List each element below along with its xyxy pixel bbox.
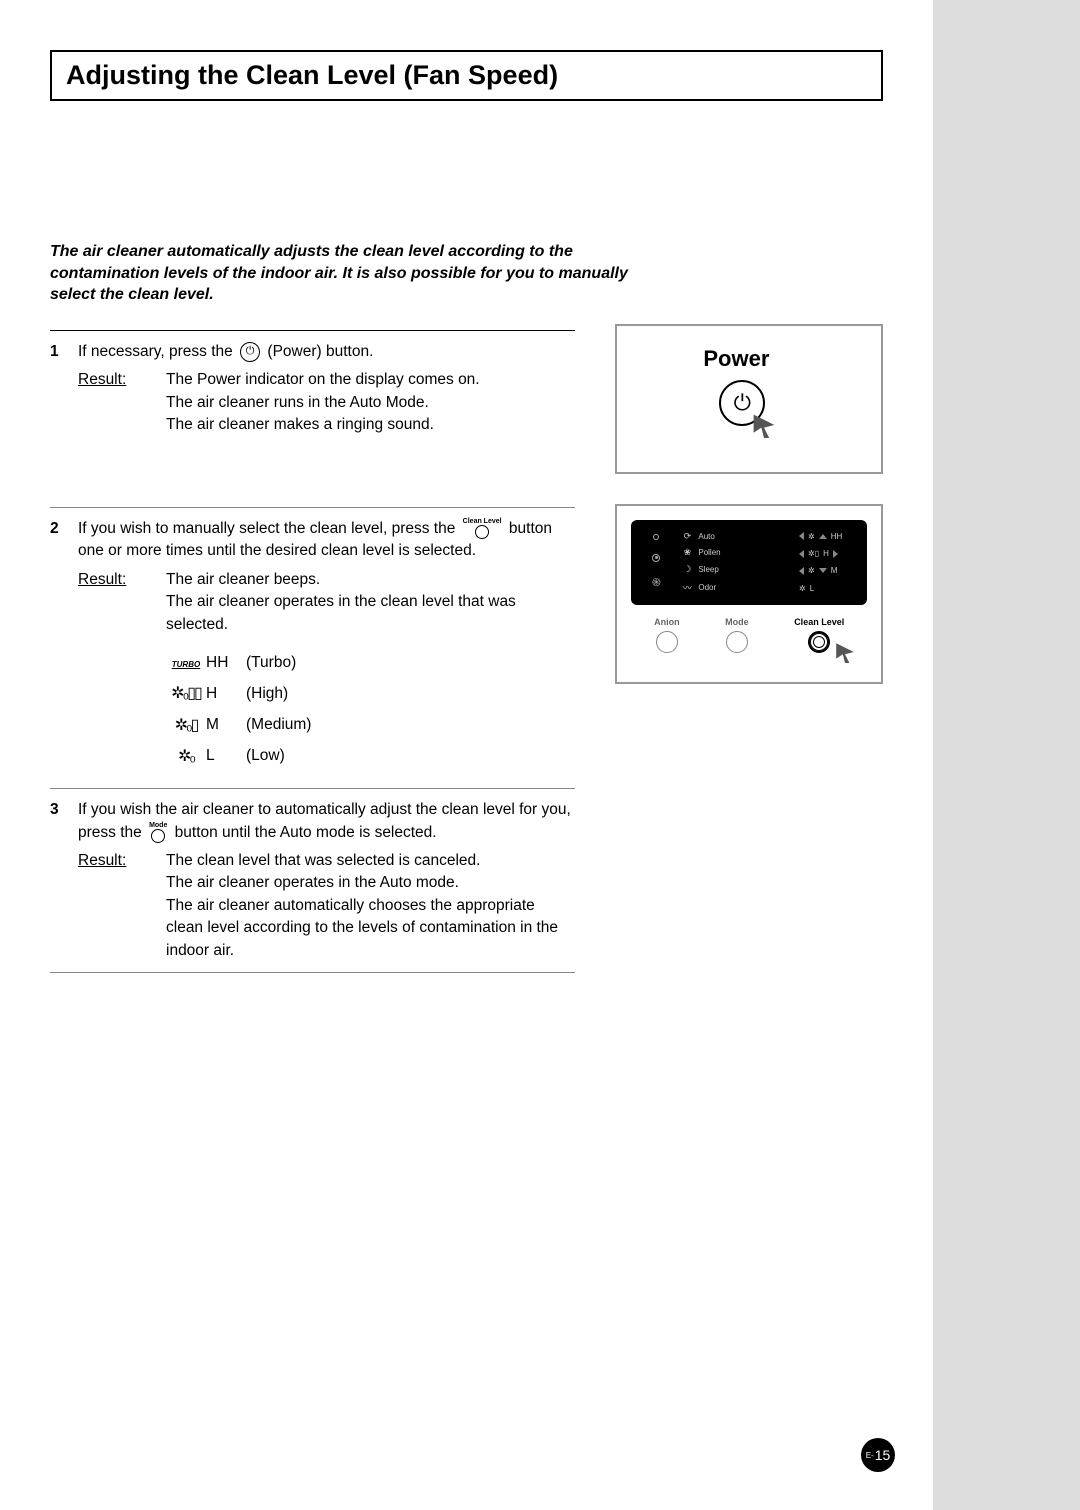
intro-text: The air cleaner automatically adjusts th… [50,241,670,306]
level-name: (Low) [246,745,285,767]
page-number: 15 [875,1447,891,1463]
level-row: ✲₀▯ M (Medium) [166,714,575,737]
line: The clean level that was selected is can… [166,850,575,872]
step-2: 2 If you wish to manually select the cle… [50,518,575,768]
level-code: L [206,745,246,767]
divider [50,972,575,973]
result-label: Result [78,569,166,636]
lvl: M [831,566,838,575]
panel-indicators: ֎ [641,528,671,597]
mode-label: Pollen [698,548,720,557]
line: The air cleaner runs in the Auto Mode. [166,392,575,414]
panel-illustration: ֎ ⟳ Auto ❀ Pollen ☽ Sleep 〰 Odor ✲ HH ✲▯ H ✲ M … [615,504,883,684]
target-icon [652,554,660,562]
step-body: If you wish to manually select the clean… [78,518,575,563]
mode-label: Sleep [698,565,718,574]
fan-icon: ✲ [799,584,806,593]
text: If you wish to manually select the clean… [78,520,460,537]
mode-button: Mode [725,617,749,653]
level-code: HH [206,652,246,674]
level-row: ✲₀▯▯ H (High) [166,682,575,705]
content-wrap: 1 If necessary, press the ⏻ (Power) butt… [50,324,883,984]
divider [50,788,575,789]
fan-icon: ✲₀▯▯ [166,682,206,705]
left-column: 1 If necessary, press the ⏻ (Power) butt… [50,324,575,984]
sleep-icon: ☽ [681,564,693,575]
dot-icon [653,534,659,540]
result-text: The air cleaner beeps. The air cleaner o… [166,569,575,636]
fan-icon: ✲₀ [166,745,206,768]
text: (Power) button. [267,343,373,360]
turbo-icon: TURBO [166,652,206,674]
power-button-graphic: ⏻ [719,380,765,426]
level-name: (High) [246,683,288,705]
step-number: 1 [50,341,78,363]
cursor-icon [834,641,856,663]
swirl-icon: ֎ [652,575,661,590]
fan-icon: ✲ [808,566,815,575]
auto-icon: ⟳ [681,531,693,542]
text: If necessary, press the [78,343,237,360]
step-1: 1 If necessary, press the ⏻ (Power) butt… [50,341,575,437]
control-panel: ֎ ⟳ Auto ❀ Pollen ☽ Sleep 〰 Odor ✲ HH ✲▯ H ✲ M … [631,520,867,605]
divider [50,330,575,331]
button-row: Anion Mode Clean Level [631,617,867,653]
level-name: (Turbo) [246,652,296,674]
step-number: 3 [50,799,78,844]
fan-levels: TURBO HH (Turbo) ✲₀▯▯ H (High) ✲₀▯ M (Me… [166,652,575,768]
panel-modes: ⟳ Auto ❀ Pollen ☽ Sleep 〰 Odor [681,528,789,597]
level-row: ✲₀ L (Low) [166,745,575,768]
power-illustration: Power ⏻ [615,324,883,474]
level-code: H [206,683,246,705]
line: The air cleaner beeps. [166,569,575,591]
right-column: Power ⏻ ֎ ⟳Auto ❀P [615,324,883,984]
fan-icon: ✲▯ [808,549,819,558]
level-code: M [206,714,246,736]
mode-label: Auto [698,532,714,541]
step-body: If you wish the air cleaner to automatic… [78,799,575,844]
line: The air cleaner operates in the Auto mod… [166,872,575,894]
line: The air cleaner operates in the clean le… [166,591,575,636]
result-text: The clean level that was selected is can… [166,850,575,962]
result-label: Result [78,369,166,436]
level-name: (Medium) [246,714,311,736]
mode-icon: Mode [149,822,167,843]
line: The air cleaner makes a ringing sound. [166,414,575,436]
step-body: If necessary, press the ⏻ (Power) button… [78,341,575,363]
result-label: Result [78,850,166,962]
lvl: HH [831,532,843,541]
panel-levels: ✲ HH ✲▯ H ✲ M ✲ L [799,528,857,597]
page-number-badge: E-15 [861,1438,895,1472]
clean-level-icon: Clean Level [463,518,502,539]
anion-button: Anion [654,617,680,653]
page-title: Adjusting the Clean Level (Fan Speed) [66,60,867,91]
cursor-icon [751,412,777,438]
power-label: Power [703,346,867,372]
mode-label: Odor [698,583,716,592]
page-prefix: E- [866,1451,874,1460]
lvl: L [810,584,814,593]
divider [50,507,575,508]
level-row: TURBO HH (Turbo) [166,652,575,674]
line: The Power indicator on the display comes… [166,369,575,391]
fan-icon: ✲₀▯ [166,714,206,737]
text: button until the Auto mode is selected. [175,824,437,841]
step-number: 2 [50,518,78,563]
step-3: 3 If you wish the air cleaner to automat… [50,799,575,962]
lvl: H [823,549,829,558]
result-text: The Power indicator on the display comes… [166,369,575,436]
odor-icon: 〰 [681,581,693,594]
fan-icon: ✲ [808,532,815,541]
title-box: Adjusting the Clean Level (Fan Speed) [50,50,883,101]
line: The air cleaner automatically chooses th… [166,895,575,962]
clean-level-button: Clean Level [794,617,844,653]
pollen-icon: ❀ [681,547,693,558]
power-icon: ⏻ [240,342,260,362]
manual-page: Adjusting the Clean Level (Fan Speed) Th… [0,0,933,1510]
